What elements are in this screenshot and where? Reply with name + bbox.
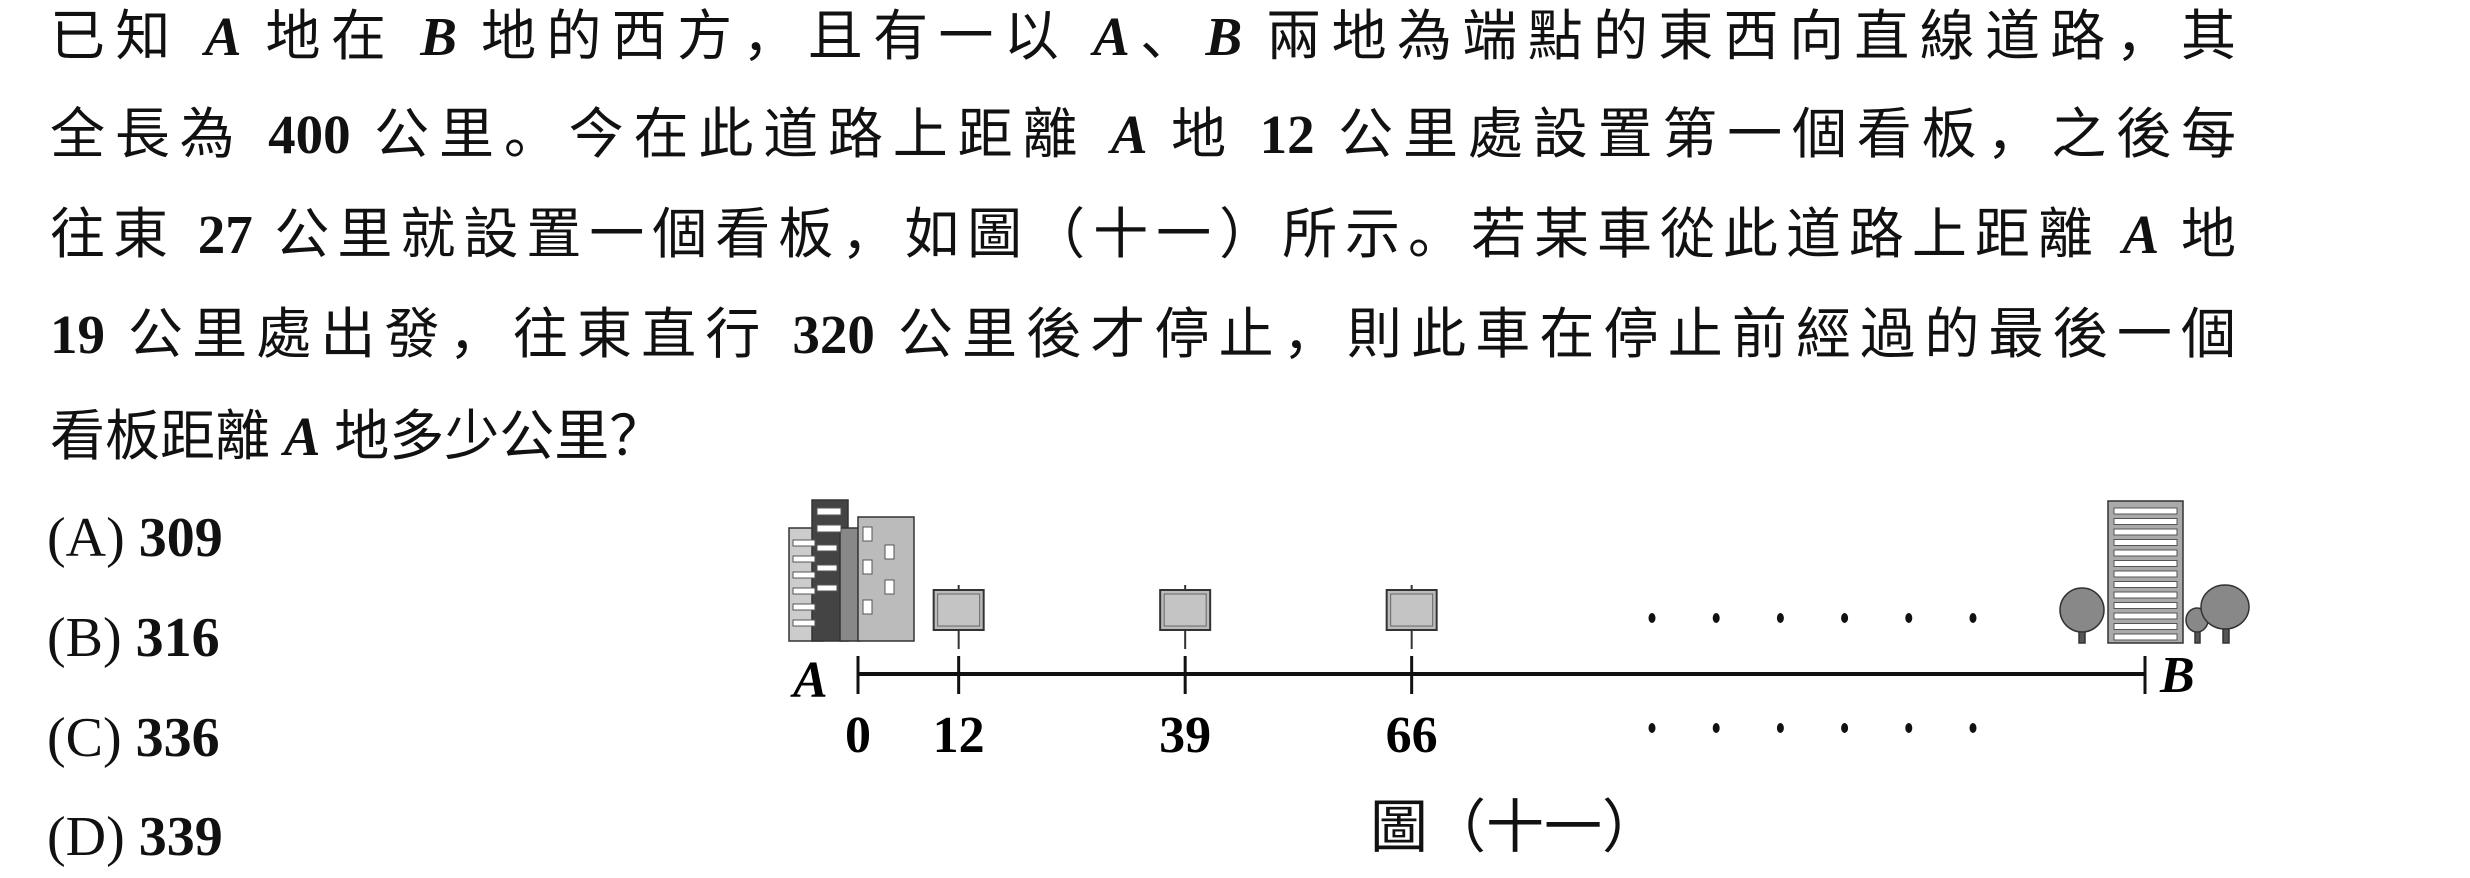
ellipsis-dot xyxy=(1969,723,1977,733)
option-value: 336 xyxy=(135,707,220,769)
var-a: A xyxy=(204,6,242,67)
trees-icon xyxy=(2059,584,2250,644)
number: 19 xyxy=(50,304,105,365)
text: 地 xyxy=(2159,204,2236,265)
option-label: (B) xyxy=(47,607,122,669)
billboard-icon xyxy=(932,585,985,649)
label-b: B xyxy=(2159,647,2195,704)
ellipsis-dot xyxy=(1712,723,1720,733)
text: 已知 xyxy=(50,6,205,67)
text: 地 xyxy=(1147,104,1260,165)
ellipsis-dot xyxy=(1969,613,1977,623)
var-a: A xyxy=(1110,104,1148,165)
option-value: 339 xyxy=(138,806,223,868)
option-c[interactable]: (C) 336 xyxy=(47,703,220,773)
text: 地多少公里？ xyxy=(320,406,665,467)
question-line-5: 看板距離 A 地多少公里？ xyxy=(50,402,664,472)
option-value: 316 xyxy=(135,607,220,669)
option-b[interactable]: (B) 316 xyxy=(47,603,220,673)
text: 看板距離 xyxy=(50,406,284,467)
text: 地在 xyxy=(241,6,421,67)
office-building-icon xyxy=(2107,500,2184,644)
text: 公里就設置一個看板，如圖（十一）所示。若某車從此道路上距離 xyxy=(252,204,2123,265)
option-label: (A) xyxy=(47,507,125,569)
number: 320 xyxy=(792,304,875,365)
tick-label: 12 xyxy=(933,707,985,764)
figure-caption: 圖（十一） xyxy=(1370,795,1661,860)
var-b: B xyxy=(420,6,457,67)
ellipsis-dot xyxy=(1648,613,1656,623)
option-d[interactable]: (D) 339 xyxy=(47,802,223,872)
billboard-icon xyxy=(1159,585,1212,649)
text: 往東 xyxy=(50,204,198,265)
option-label: (C) xyxy=(47,707,122,769)
tick-label: 39 xyxy=(1159,707,1211,764)
billboard-icon xyxy=(1385,585,1438,649)
var-a: A xyxy=(2122,204,2160,265)
ellipsis-dot xyxy=(1776,723,1784,733)
number: 400 xyxy=(268,104,351,165)
number: 12 xyxy=(1259,104,1315,165)
option-value: 309 xyxy=(138,507,223,569)
question-line-1: 已知 A 地在 B 地的西方，且有一以 A、B 兩地為端點的東西向直線道路，其 xyxy=(50,2,2236,72)
text: 公里處出發，往東直行 xyxy=(105,304,793,365)
text: 公里後才停止，則此車在停止前經過的最後一個 xyxy=(874,304,2236,365)
var-a: A xyxy=(283,406,321,467)
number: 27 xyxy=(197,204,253,265)
question-line-4: 19 公里處出發，往東直行 320 公里後才停止，則此車在停止前經過的最後一個 xyxy=(50,300,2236,370)
text: 全長為 xyxy=(50,104,269,165)
city-buildings-icon xyxy=(788,499,915,642)
ellipsis-dot xyxy=(1905,723,1913,733)
question-line-2: 全長為 400 公里。今在此道路上距離 A 地 12 公里處設置第一個看板，之後… xyxy=(50,100,2236,170)
var-b: B xyxy=(1205,6,1243,67)
option-label: (D) xyxy=(47,806,125,868)
ellipsis-dot xyxy=(1905,613,1913,623)
ellipsis-dot xyxy=(1841,613,1849,623)
question-line-3: 往東 27 公里就設置一個看板，如圖（十一）所示。若某車從此道路上距離 A 地 xyxy=(50,200,2236,270)
var-a: A xyxy=(1093,6,1130,67)
ellipsis-dot xyxy=(1841,723,1849,733)
text: 地的西方，且有一以 xyxy=(456,6,1094,67)
text: 兩地為端點的東西向直線道路，其 xyxy=(1242,6,2236,67)
ellipsis-dot xyxy=(1776,613,1784,623)
text: 公里。今在此道路上距離 xyxy=(350,104,1111,165)
label-a: A xyxy=(790,652,828,709)
tick-label: 0 xyxy=(845,707,871,764)
tick-label: 66 xyxy=(1386,707,1438,764)
text: 公里處設置第一個看板，之後每 xyxy=(1314,104,2236,165)
ellipsis-dot xyxy=(1712,613,1720,623)
option-a[interactable]: (A) 309 xyxy=(47,503,223,573)
ellipsis-dot xyxy=(1648,723,1656,733)
text: 、 xyxy=(1129,6,1206,67)
